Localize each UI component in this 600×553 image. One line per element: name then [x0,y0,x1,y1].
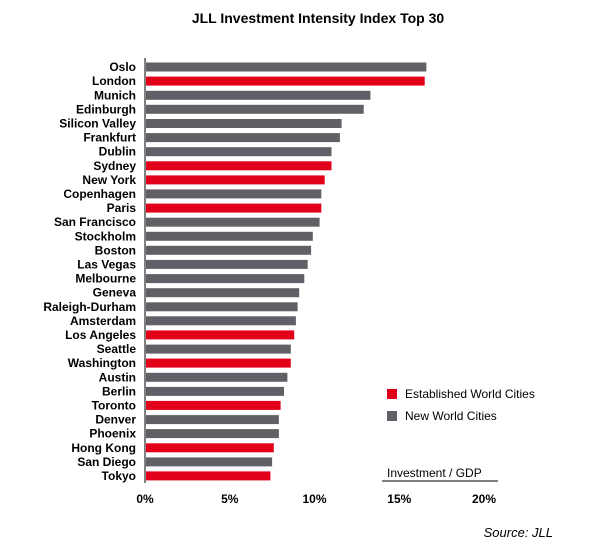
bar-edinburgh [146,104,364,114]
bar-phoenix [146,429,279,439]
bar-los-angeles [146,330,295,340]
category-label: Los Angeles [65,328,136,342]
x-tick-label: 0% [136,492,154,506]
category-label: Munich [94,88,136,102]
legend-label-established: Established World Cities [405,387,535,401]
category-label: San Diego [77,455,136,469]
bar-seattle [146,344,291,354]
x-tick-labels: 0% 5% 10% 15% 20% [136,492,496,506]
category-label: Oslo [109,60,136,74]
bar-austin [146,372,288,382]
category-label: New York [82,173,136,187]
category-label: Stockholm [75,229,136,243]
bar-berlin [146,386,284,396]
category-label: Austin [99,370,136,384]
category-label: Washington [68,356,136,370]
category-label: Amsterdam [70,314,136,328]
category-label: Boston [95,243,136,257]
bar-frankfurt [146,133,340,143]
bar-boston [146,245,312,255]
bar-melbourne [146,274,305,284]
category-label: Frankfurt [83,131,136,145]
category-label: Copenhagen [63,187,136,201]
category-label: Dublin [99,145,136,159]
x-axis-label: Investment / GDP [387,466,482,480]
legend-swatch-new [387,411,397,421]
bar-silicon-valley [146,119,342,128]
bar-new-york [146,175,325,185]
bar-toronto [146,400,281,410]
legend-label-new: New World Cities [405,409,497,423]
x-tick-label: 5% [221,492,239,506]
bar-geneva [146,288,300,298]
category-label: Edinburgh [76,102,136,116]
category-label: Berlin [102,384,136,398]
chart-title: JLL Investment Intensity Index Top 30 [192,10,445,26]
x-tick-label: 15% [387,492,411,506]
bar-copenhagen [146,189,322,199]
bar-san-francisco [146,217,320,227]
legend-swatch-established [387,389,397,399]
category-label: Denver [95,413,136,427]
bar-tokyo [146,471,271,481]
legend: Established World Cities New World Citie… [387,387,535,423]
bar-washington [146,358,291,368]
category-label: Paris [107,201,137,215]
category-label: Seattle [97,342,137,356]
bars-group [146,62,427,481]
category-label: Sydney [93,159,136,173]
bar-san-diego [146,457,273,467]
category-label: Toronto [92,398,136,412]
category-label: London [92,74,136,88]
source-note: Source: JLL [484,525,553,540]
bar-sydney [146,161,332,171]
category-label: Hong Kong [71,441,136,455]
bar-denver [146,415,279,425]
bar-hong-kong [146,443,274,453]
category-label: Geneva [93,286,137,300]
category-label: Las Vegas [77,257,136,271]
bar-oslo [146,62,427,72]
category-label: San Francisco [54,215,136,229]
x-tick-label: 10% [302,492,326,506]
bar-munich [146,90,371,100]
category-label: Melbourne [75,272,136,286]
bar-dublin [146,147,332,157]
bar-raleigh-durham [146,302,298,312]
bar-las-vegas [146,259,308,269]
category-label: Phoenix [89,427,136,441]
bar-london [146,76,425,86]
bar-paris [146,203,322,213]
category-label: Tokyo [102,469,136,483]
category-label: Raleigh-Durham [43,300,136,314]
bar-stockholm [146,231,313,241]
x-tick-label: 20% [472,492,496,506]
category-label: Silicon Valley [59,117,136,131]
bar-amsterdam [146,316,296,326]
